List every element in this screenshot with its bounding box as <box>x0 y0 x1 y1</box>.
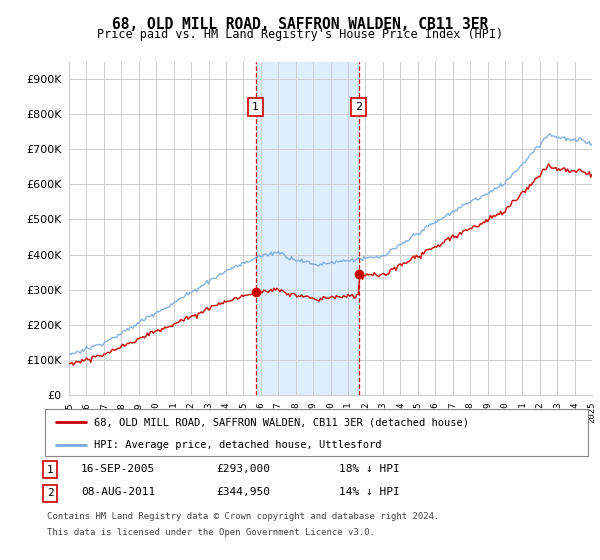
Text: 68, OLD MILL ROAD, SAFFRON WALDEN, CB11 3ER (detached house): 68, OLD MILL ROAD, SAFFRON WALDEN, CB11 … <box>94 417 469 427</box>
Text: Price paid vs. HM Land Registry's House Price Index (HPI): Price paid vs. HM Land Registry's House … <box>97 28 503 41</box>
Text: £344,950: £344,950 <box>216 487 270 497</box>
Text: 2: 2 <box>355 102 362 112</box>
Text: 2: 2 <box>47 488 53 498</box>
Text: 68, OLD MILL ROAD, SAFFRON WALDEN, CB11 3ER: 68, OLD MILL ROAD, SAFFRON WALDEN, CB11 … <box>112 17 488 32</box>
Text: 1: 1 <box>47 465 53 475</box>
Text: 1: 1 <box>252 102 259 112</box>
Text: 18% ↓ HPI: 18% ↓ HPI <box>339 464 400 474</box>
Text: 08-AUG-2011: 08-AUG-2011 <box>81 487 155 497</box>
Text: 14% ↓ HPI: 14% ↓ HPI <box>339 487 400 497</box>
Text: This data is licensed under the Open Government Licence v3.0.: This data is licensed under the Open Gov… <box>47 528 374 536</box>
Text: 16-SEP-2005: 16-SEP-2005 <box>81 464 155 474</box>
Bar <box>256 62 359 395</box>
Text: Contains HM Land Registry data © Crown copyright and database right 2024.: Contains HM Land Registry data © Crown c… <box>47 512 439 521</box>
Text: £293,000: £293,000 <box>216 464 270 474</box>
Text: HPI: Average price, detached house, Uttlesford: HPI: Average price, detached house, Uttl… <box>94 440 382 450</box>
